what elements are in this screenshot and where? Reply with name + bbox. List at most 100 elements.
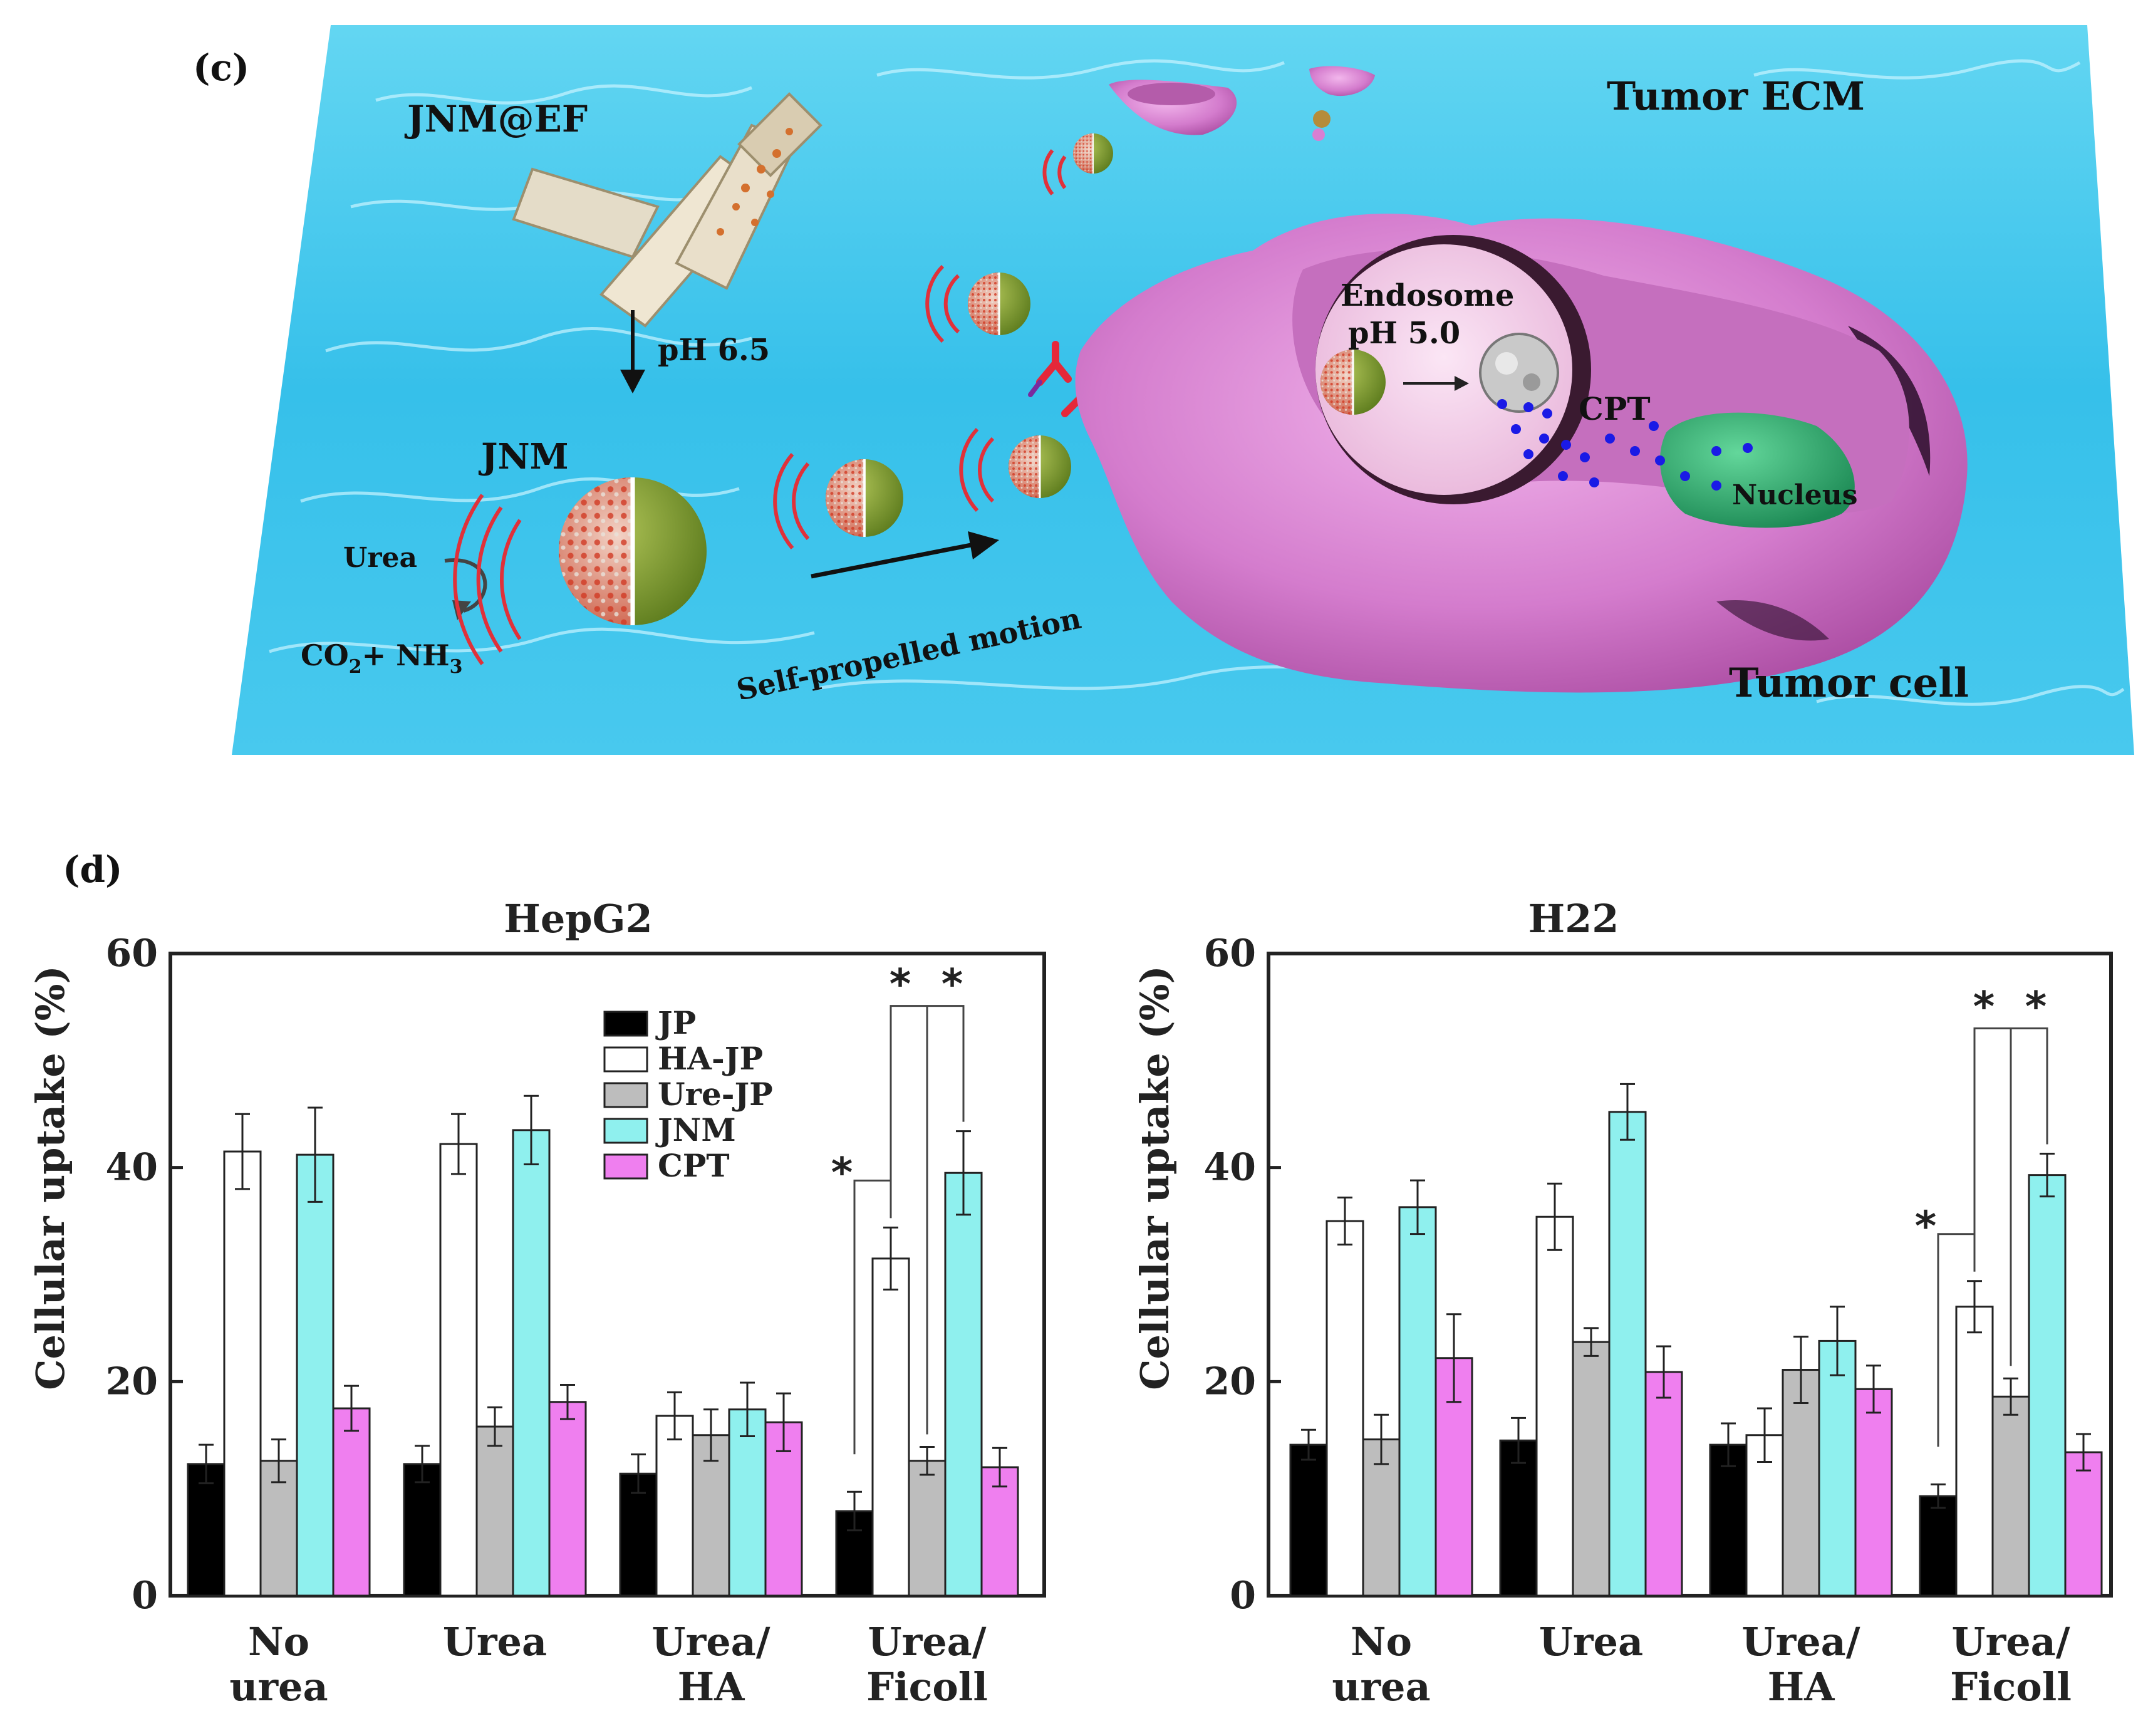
x-category-label: No — [1351, 1619, 1412, 1665]
legend-label: JP — [655, 1004, 696, 1041]
y-tick-label: 60 — [1204, 932, 1257, 975]
bar-jp — [1919, 1495, 1958, 1597]
legend-swatch-jnm — [603, 1118, 648, 1144]
legend-label: JNM — [655, 1111, 736, 1148]
reaction-arrow-icon — [444, 558, 487, 613]
bar-cpt — [1854, 1388, 1893, 1597]
significance-bracket — [853, 1179, 892, 1455]
electrospun-fiber-icon — [512, 92, 822, 328]
label-ph-6-5: pH 6.5 — [658, 333, 770, 368]
bar-jp — [619, 1472, 658, 1597]
x-category-label: No — [248, 1619, 309, 1665]
legend-swatch-cpt — [603, 1153, 648, 1180]
y-axis-label: Cellular uptake (%) — [28, 965, 73, 1390]
legend-swatch-jp — [603, 1011, 648, 1037]
legend-swatch-ure-jp — [603, 1082, 648, 1108]
significance-marks: * * * — [1915, 982, 2048, 1447]
tumor-targeting-illustration: (c) JNM@EF Tumor ECM pH 6.5 JNM Urea CO2… — [193, 25, 2134, 755]
x-category-label: urea — [1332, 1664, 1430, 1710]
significance-star: * — [942, 960, 963, 1009]
bar-jnm — [1818, 1339, 1857, 1597]
label-tumor-cell: Tumor cell — [1729, 660, 1969, 707]
bar-jp — [1289, 1443, 1328, 1597]
significance-star: * — [890, 960, 911, 1009]
significance-star: * — [1973, 982, 1995, 1031]
x-category-label: HA — [678, 1664, 745, 1710]
legend-label: Ure-JP — [658, 1076, 773, 1113]
bar-ha-jp — [871, 1257, 910, 1597]
bar-jnm — [728, 1408, 767, 1597]
degraded-particle — [1479, 333, 1559, 413]
small-tumor-cell — [1309, 66, 1375, 96]
x-category-label: Urea/ — [1952, 1619, 2070, 1665]
significance-bracket — [890, 1005, 965, 1181]
bar-jp — [403, 1463, 442, 1597]
label-endosome: Endosome — [1341, 278, 1514, 313]
plot-frame — [1267, 952, 2113, 1598]
bar-jnm — [944, 1172, 983, 1597]
bar-jp — [1499, 1439, 1538, 1597]
motion-ripples — [453, 149, 1067, 665]
bar-jp — [1709, 1443, 1748, 1597]
bar-cpt — [332, 1407, 371, 1597]
x-category-label: Ficoll — [1950, 1664, 2072, 1710]
cpt-drug-dots — [1497, 399, 1753, 491]
significance-marks: * * * — [831, 960, 965, 1455]
bar-ure-jp — [1991, 1395, 2030, 1597]
label-jnm: JNM — [478, 436, 569, 477]
label-co2-nh3: CO2+ NH3 — [301, 638, 463, 678]
x-category-label: Urea/ — [868, 1619, 987, 1665]
y-axis-label: Cellular uptake (%) — [1132, 965, 1178, 1390]
y-tick-label: 0 — [132, 1574, 158, 1618]
bar-ure-jp — [908, 1460, 947, 1597]
bar-jp — [187, 1463, 226, 1597]
label-cpt: CPT — [1579, 390, 1651, 427]
bar-ha-jp — [439, 1143, 478, 1597]
bar-ure-jp — [475, 1425, 514, 1597]
bar-ha-jp — [1955, 1306, 1994, 1597]
bar-jnm — [296, 1153, 335, 1597]
y-tick-label: 60 — [106, 932, 158, 975]
label-jnm-ef: JNM@EF — [404, 98, 588, 140]
y-tick-label: 40 — [106, 1146, 158, 1190]
legend-label: CPT — [658, 1147, 730, 1184]
significance-bracket — [1937, 1233, 1976, 1447]
bar-jnm — [512, 1129, 551, 1597]
bar-ha-jp — [223, 1150, 262, 1597]
bar-cpt — [548, 1401, 587, 1597]
label-urea: Urea — [343, 542, 417, 574]
x-category-label: Urea/ — [652, 1619, 770, 1665]
hepg2-chart: HepG2 Cellular uptake (%) 0 20 40 60 Nourea… — [28, 896, 1046, 1710]
x-category-label: HA — [1768, 1664, 1835, 1710]
y-tick-label: 20 — [1204, 1359, 1257, 1403]
bar-cpt — [2064, 1451, 2103, 1597]
label-tumor-ecm: Tumor ECM — [1607, 73, 1865, 119]
bar-ure-jp — [1572, 1341, 1611, 1597]
bars — [1289, 1083, 2103, 1597]
chart-title: HepG2 — [504, 896, 652, 942]
bars — [187, 1094, 1019, 1597]
bar-ha-jp — [655, 1415, 694, 1597]
bar-ha-jp — [1535, 1215, 1574, 1597]
nucleus — [1660, 412, 1855, 528]
y-tick-label: 0 — [1230, 1574, 1256, 1618]
y-ticks: 0 20 40 60 — [1204, 932, 1281, 1618]
y-ticks: 0 20 40 60 — [106, 932, 183, 1618]
significance-star: * — [2025, 982, 2047, 1031]
panel-d-label: (d) — [63, 848, 122, 891]
x-category-label: Urea — [443, 1619, 547, 1665]
arrow-down-icon — [620, 310, 645, 393]
bar-jnm — [2028, 1174, 2067, 1597]
x-category-label: Urea/ — [1742, 1619, 1860, 1665]
bar-jnm — [1398, 1206, 1437, 1597]
bar-cpt — [1644, 1371, 1683, 1597]
label-nucleus: Nucleus — [1732, 479, 1857, 511]
x-category-label: Ficoll — [866, 1664, 988, 1710]
significance-star: * — [831, 1148, 853, 1197]
motion-arrow-icon — [811, 531, 999, 579]
legend-swatch-ha-jp — [603, 1046, 648, 1073]
